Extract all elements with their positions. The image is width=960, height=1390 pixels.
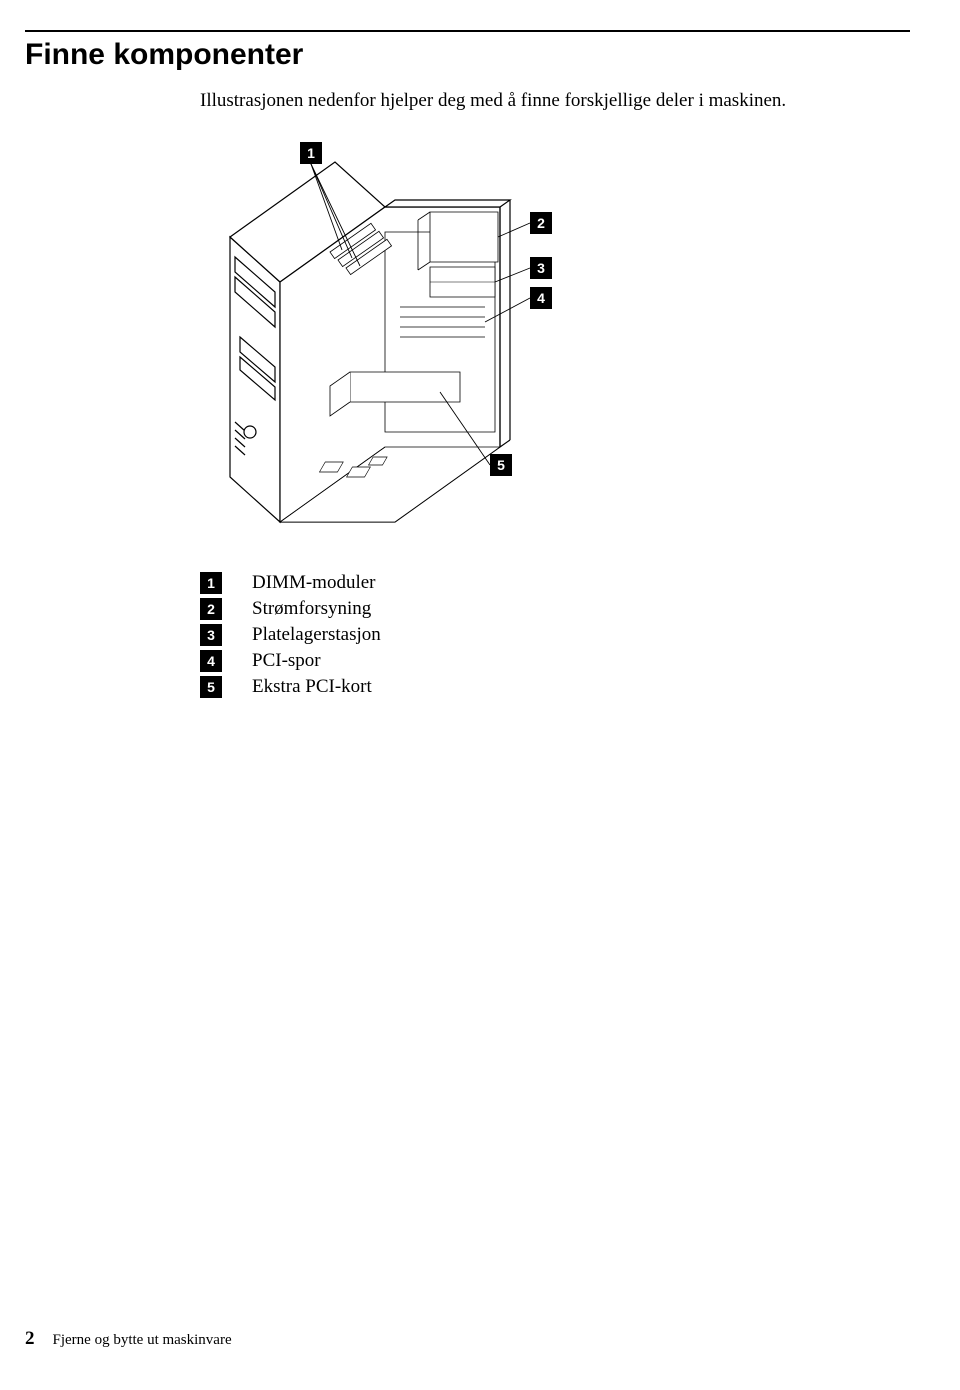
callout-4: 4 xyxy=(530,287,552,309)
callout-3: 3 xyxy=(530,257,552,279)
legend-num-3: 3 xyxy=(200,624,222,646)
legend-label-4: PCI-spor xyxy=(252,650,321,672)
legend-num-5: 5 xyxy=(200,676,222,698)
computer-diagram: 1 2 3 4 5 xyxy=(200,142,560,542)
footer-text: Fjerne og bytte ut maskinvare xyxy=(53,1332,232,1349)
top-rule xyxy=(25,30,910,32)
callout-2: 2 xyxy=(530,212,552,234)
computer-tower-illustration xyxy=(200,142,560,542)
legend-row: 5 Ekstra PCI-kort xyxy=(200,676,910,698)
callout-5: 5 xyxy=(490,454,512,476)
callout-1: 1 xyxy=(300,142,322,164)
intro-text: Illustrasjonen nedenfor hjelper deg med … xyxy=(200,90,910,112)
legend-label-1: DIMM-moduler xyxy=(252,572,375,594)
legend-label-3: Platelagerstasjon xyxy=(252,624,381,646)
legend-label-2: Strømforsyning xyxy=(252,598,371,620)
legend-label-5: Ekstra PCI-kort xyxy=(252,676,372,698)
legend: 1 DIMM-moduler 2 Strømforsyning 3 Platel… xyxy=(200,572,910,698)
legend-num-1: 1 xyxy=(200,572,222,594)
section-title: Finne komponenter xyxy=(25,38,910,72)
page-footer: 2 Fjerne og bytte ut maskinvare xyxy=(25,1328,232,1350)
page-number: 2 xyxy=(25,1328,35,1350)
legend-num-4: 4 xyxy=(200,650,222,672)
legend-row: 4 PCI-spor xyxy=(200,650,910,672)
legend-row: 3 Platelagerstasjon xyxy=(200,624,910,646)
legend-row: 1 DIMM-moduler xyxy=(200,572,910,594)
legend-row: 2 Strømforsyning xyxy=(200,598,910,620)
legend-num-2: 2 xyxy=(200,598,222,620)
